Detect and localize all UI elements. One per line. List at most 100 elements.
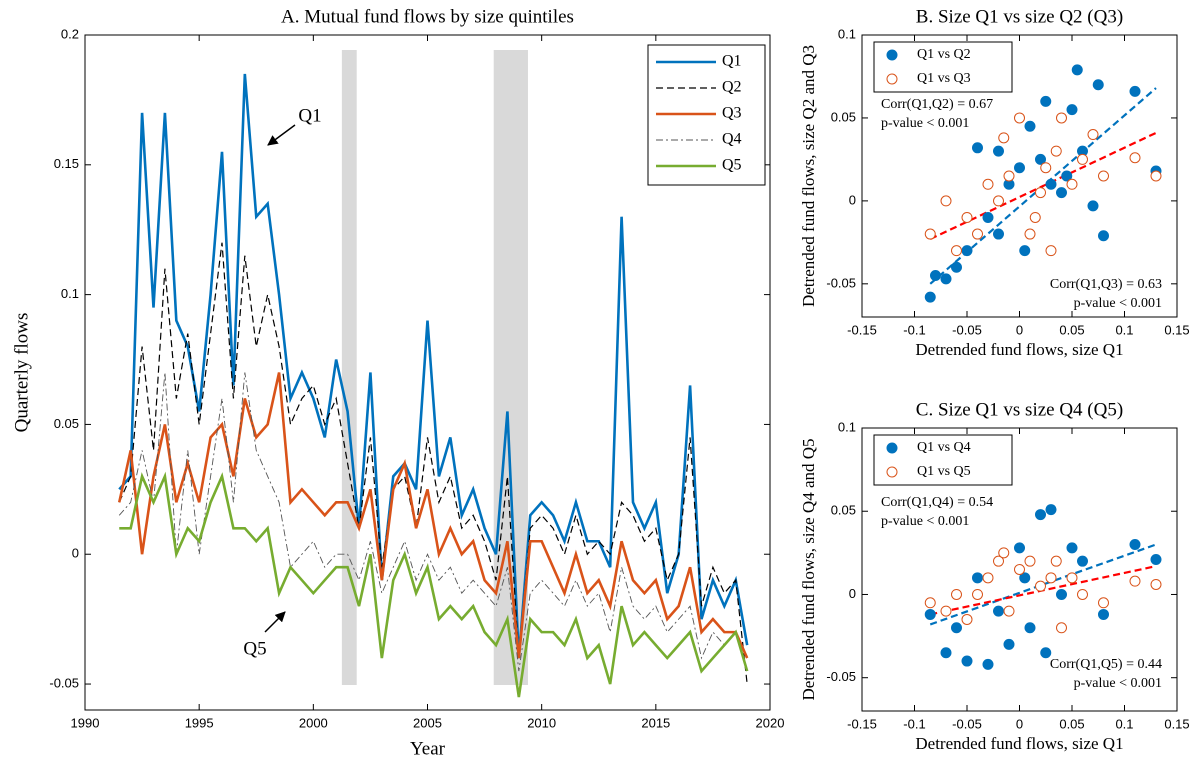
scatter-point: [1129, 152, 1141, 164]
scatter-point: [961, 655, 973, 667]
scatter-point: [993, 145, 1004, 157]
scatter-point: [924, 228, 936, 240]
x-tick-label: -0.05: [952, 716, 982, 731]
chart-title: C. Size Q1 vs size Q4 (Q5): [916, 399, 1123, 420]
scatter-point: [982, 658, 994, 670]
scatter-point: [998, 132, 1010, 144]
x-axis-label: Year: [410, 738, 446, 759]
scatter-point: [1045, 504, 1057, 516]
legend-label: Q1 vs Q2: [917, 47, 971, 62]
scatter-point: [972, 588, 983, 600]
y-axis-label: Detrended fund flows, size Q2 and Q3: [799, 45, 818, 307]
annotation: Corr(Q1,Q2) = 0.67: [881, 97, 993, 112]
scatter-point: [1056, 588, 1067, 600]
y-tick-label: 0.1: [61, 286, 79, 301]
annotation: Corr(Q1,Q5) = 0.44: [1050, 657, 1162, 672]
y-tick-label: 0.15: [54, 156, 79, 171]
annotation-arrow: [264, 611, 286, 633]
x-tick-label: 1990: [71, 715, 100, 730]
scatter-point: [982, 211, 994, 223]
scatter-point: [1029, 211, 1041, 223]
scatter-point: [1050, 145, 1062, 157]
scatter-point: [993, 605, 1004, 617]
chart-title: A. Mutual fund flows by size quintiles: [281, 6, 574, 27]
scatter-point: [951, 622, 962, 634]
y-tick-label: 0.05: [54, 416, 79, 431]
scatter-point: [1056, 187, 1067, 199]
legend-label: Q3: [722, 105, 742, 122]
legend-label: Q1 vs Q5: [917, 464, 971, 479]
annotation: p-value < 0.001: [881, 514, 969, 529]
scatter-point: [1087, 129, 1099, 141]
y-tick-label: 0.2: [61, 26, 79, 41]
scatter-point: [951, 261, 962, 273]
scatter-point: [1045, 245, 1057, 257]
scatter-point: [993, 228, 1004, 240]
legend-label: Q1 vs Q4: [917, 440, 971, 455]
scatter-point: [1035, 187, 1046, 199]
y-tick-label: 0: [72, 546, 79, 561]
scatter-point: [993, 555, 1004, 567]
scatter-point: [1014, 112, 1025, 124]
x-tick-label: 2015: [641, 715, 670, 730]
scatter-point: [961, 245, 973, 257]
x-tick-label: 0: [1016, 322, 1023, 337]
scatter-point: [961, 211, 973, 223]
y-tick-label: 0.05: [831, 503, 856, 518]
scatter-point: [1066, 542, 1078, 554]
scatter-point: [1092, 79, 1104, 91]
scatter-point: [924, 608, 936, 620]
legend-label: Q5: [722, 157, 742, 174]
scatter-point: [1045, 178, 1057, 190]
scatter-point: [1003, 605, 1015, 617]
annotation: Corr(Q1,Q4) = 0.54: [881, 495, 993, 510]
scatter-point: [1024, 622, 1036, 634]
x-axis-label: Detrended fund flows, size Q1: [915, 734, 1123, 753]
x-tick-label: -0.05: [952, 322, 982, 337]
scatter-point: [1050, 555, 1062, 567]
scatter-point: [1077, 588, 1088, 600]
scatter-point: [972, 142, 983, 154]
scatter-point: [1098, 170, 1109, 182]
scatter-point: [1077, 555, 1088, 567]
annotation: p-value < 0.001: [1074, 676, 1162, 691]
scatter-point: [951, 245, 962, 257]
legend-swatch: [886, 73, 898, 85]
axes-frame: [84, 34, 771, 711]
y-tick-label: 0.05: [831, 109, 856, 124]
x-tick-label: -0.1: [903, 716, 925, 731]
series-line: [118, 372, 748, 672]
scatter-point: [924, 291, 936, 303]
scatter-point: [1066, 572, 1078, 584]
y-tick-label: -0.05: [49, 675, 79, 690]
scatter-point: [1150, 554, 1162, 566]
scatter-point: [982, 178, 994, 190]
legend-label: Q2: [722, 79, 742, 96]
series-line: [119, 471, 749, 698]
scatter-point: [972, 572, 983, 584]
scatter-point: [1014, 162, 1025, 174]
y-tick-label: 0: [849, 586, 856, 601]
legend: [873, 41, 1013, 93]
x-tick-label: 0.1: [1115, 322, 1133, 337]
series-line: [118, 242, 748, 685]
scatter-point: [1045, 572, 1057, 584]
scatter-point: [1003, 170, 1015, 182]
annotation: Corr(Q1,Q3) = 0.63: [1050, 277, 1162, 292]
recession-band: [493, 50, 528, 685]
x-tick-label: 0.1: [1115, 716, 1133, 731]
scatter-point: [940, 273, 952, 285]
scatter-point: [1066, 178, 1078, 190]
x-tick-label: 0: [1016, 716, 1023, 731]
scatter-point: [1129, 539, 1141, 551]
x-tick-label: 0.05: [1059, 716, 1084, 731]
scatter-point: [1056, 112, 1067, 124]
scatter-point: [1024, 228, 1036, 240]
scatter-point: [1056, 622, 1067, 634]
y-tick-label: -0.05: [826, 669, 856, 684]
series-line: [118, 73, 749, 659]
scatter-point: [1129, 85, 1141, 97]
scatter-point: [1014, 564, 1025, 575]
scatter-point: [998, 547, 1010, 559]
